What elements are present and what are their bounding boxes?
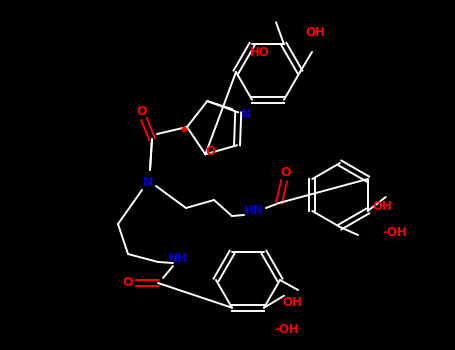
Text: O: O bbox=[281, 167, 291, 180]
Text: N: N bbox=[143, 175, 153, 189]
Text: OH: OH bbox=[305, 26, 325, 38]
Text: OH: OH bbox=[373, 199, 393, 212]
Text: -OH: -OH bbox=[383, 226, 408, 239]
Text: HN: HN bbox=[244, 204, 264, 217]
Text: OH: OH bbox=[282, 296, 302, 309]
Text: -OH: -OH bbox=[274, 323, 299, 336]
Text: O: O bbox=[123, 276, 133, 289]
Text: O: O bbox=[136, 105, 147, 118]
Text: HO: HO bbox=[250, 46, 270, 58]
Text: N: N bbox=[241, 108, 251, 121]
Text: O: O bbox=[205, 145, 215, 158]
Text: NH: NH bbox=[168, 252, 188, 265]
